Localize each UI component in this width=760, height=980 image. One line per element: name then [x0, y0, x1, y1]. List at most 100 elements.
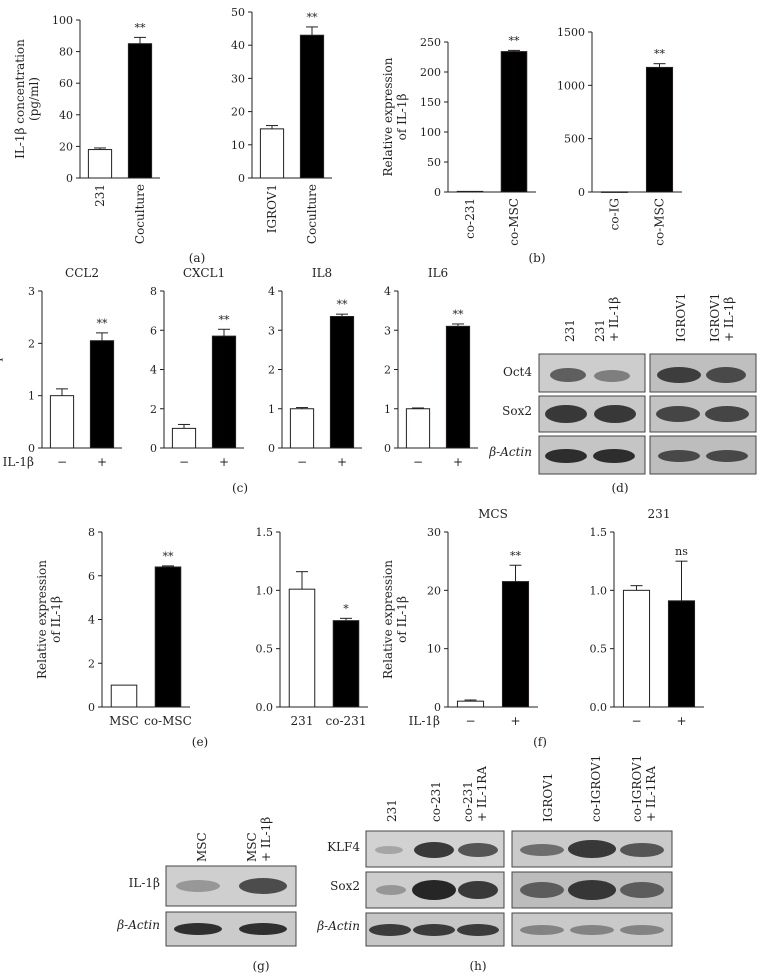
bar [445, 325, 471, 449]
blot-band [520, 882, 564, 898]
chart-b2: 0 500 1000 1500 co-IG ** co-MSC [557, 26, 682, 246]
x-tick-label: co-IG [608, 198, 622, 230]
chart-c1: 0 1 2 3 Relative expression CCL2 − ** + IL-1β [0, 266, 122, 469]
y-tick-label: 1 [268, 403, 275, 416]
significance-label: ** [307, 11, 319, 24]
y-tick-label: 0 [66, 172, 73, 185]
significance-label: ** [510, 549, 522, 562]
y-axis-label: Relative expression [35, 560, 49, 679]
y-tick-label: 40 [231, 39, 245, 52]
x-tick-label: − [465, 714, 475, 728]
y-tick-label: 80 [59, 46, 73, 59]
y-tick-label: 50 [427, 156, 441, 169]
significance-label: ** [219, 313, 231, 326]
blot-band [593, 449, 635, 463]
chart-title: IL8 [312, 266, 332, 280]
blot-h-lane-1: 231 [385, 799, 399, 822]
panel-label-f: (f) [533, 735, 547, 749]
blot-band [520, 844, 564, 856]
blot-d-row-actin: β-Actin [488, 445, 532, 459]
blot-band [376, 885, 406, 895]
bar [171, 427, 197, 449]
y-tick-label: 60 [59, 77, 73, 90]
y-tick-label: 6 [150, 324, 157, 337]
blot-band [457, 924, 499, 936]
y-axis-label: Relative expression [381, 57, 395, 176]
y-tick-label: 0 [434, 701, 441, 714]
y-tick-label: 20 [427, 584, 441, 597]
chart-title: MCS [478, 507, 508, 521]
chart-a1: 0 20 40 60 80 100 IL-1β concentration (pg/ml) 23… [13, 14, 160, 244]
treatment-row-label: IL-1β [3, 455, 34, 469]
blot-band [545, 449, 587, 463]
x-tick-label: 231 [93, 184, 107, 207]
blot-g-lane-2: MSC [245, 832, 259, 862]
blot-band [239, 878, 287, 894]
blot-band [545, 405, 587, 423]
y-tick-label: 2 [268, 364, 275, 377]
blot-band [620, 882, 664, 898]
blot-band [620, 925, 664, 935]
y-tick-label: 1.5 [256, 526, 274, 539]
y-axis-label: IL-1β concentration [13, 39, 27, 159]
western-blot-g: MSC MSC + IL-1β IL-1β β-Actin [116, 817, 297, 947]
y-tick-label: 0 [150, 442, 157, 455]
bar [288, 588, 316, 708]
x-tick-label: co-MSC [507, 198, 521, 246]
treatment-row-label: IL-1β [409, 714, 440, 728]
significance-label: ** [337, 298, 349, 311]
y-tick-label: 30 [231, 72, 245, 85]
panel-label-d: (d) [611, 481, 628, 495]
chart-e2: 0.0 0.5 1.0 1.5 231 * co-231 [256, 526, 368, 728]
y-tick-label: 6 [88, 570, 95, 583]
blot-d-lane-4b: + IL-1β [722, 297, 736, 342]
x-tick-label: co-231 [326, 714, 367, 728]
x-tick-label: MSC [109, 714, 139, 728]
chart-f2: 0.0 0.5 1.0 1.5 231 − ns + [590, 507, 704, 728]
y-tick-label: 1.5 [590, 526, 608, 539]
blot-band [657, 367, 701, 383]
y-tick-label: 10 [427, 643, 441, 656]
blot-d-row-sox2: Sox2 [502, 404, 532, 418]
bar [501, 581, 530, 708]
bar [667, 600, 696, 708]
y-tick-label: 4 [88, 614, 95, 627]
x-tick-label: + [453, 455, 463, 469]
x-tick-label: − [413, 455, 423, 469]
y-tick-label: 2 [28, 337, 35, 350]
y-tick-label: 3 [28, 285, 35, 298]
y-tick-label: 500 [564, 133, 585, 146]
bar [456, 700, 485, 708]
y-tick-label: 2 [88, 657, 95, 670]
x-tick-label: + [510, 714, 520, 728]
bar [289, 408, 315, 449]
chart-c2: 0 2 4 6 8 CXCL1 − ** + [150, 266, 244, 469]
significance-label: ns [675, 545, 688, 558]
blot-d-lane-2: 231 [593, 319, 607, 342]
blot-g-lane-2b: + IL-1β [259, 817, 273, 862]
significance-label: ** [654, 48, 666, 61]
bar [299, 34, 325, 179]
blot-band [413, 924, 455, 936]
y-tick-label: 0 [88, 701, 95, 714]
y-tick-label: 250 [420, 36, 441, 49]
chart-title: 231 [648, 507, 671, 521]
x-tick-label: − [57, 455, 67, 469]
chart-b1: 0 50 100 150 200 250 Relative expression of IL-… [381, 34, 536, 246]
y-tick-label: 20 [231, 106, 245, 119]
blot-h-lane-6b: + IL-1RA [644, 766, 658, 822]
panel-label-e: (e) [192, 735, 208, 749]
blot-h-row-klf4: KLF4 [327, 840, 360, 854]
x-tick-label: + [219, 455, 229, 469]
blot-band [458, 881, 498, 899]
blot-g-row-il1b: IL-1β [129, 876, 160, 890]
y-tick-label: 0 [28, 442, 35, 455]
panel-label-c: (c) [232, 481, 248, 495]
y-tick-label: 0 [268, 442, 275, 455]
blot-band [568, 840, 616, 858]
x-tick-label: + [97, 455, 107, 469]
y-tick-label: 1.0 [590, 584, 608, 597]
y-tick-label: 3 [268, 324, 275, 337]
significance-label: * [343, 602, 349, 615]
